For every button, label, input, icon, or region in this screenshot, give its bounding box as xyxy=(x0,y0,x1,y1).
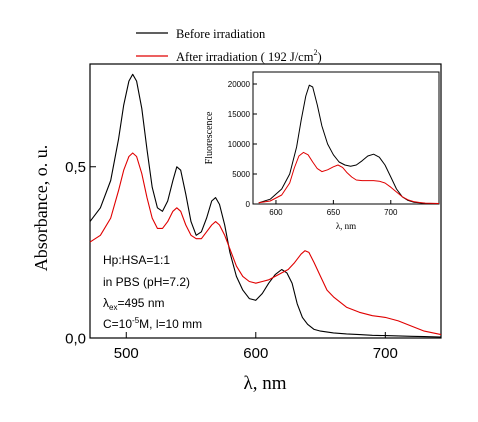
inset-y-tick-label: 15000 xyxy=(228,110,251,119)
main-x-ticks: 500 600 700 xyxy=(114,332,398,362)
main-plot: 500 600 700 0,0 0,5 λ, nm Absorbance, o. u.… xyxy=(31,63,442,394)
inset-x-tick-label: 650 xyxy=(327,208,341,217)
main-series xyxy=(89,73,442,338)
legend-label-before: Before irradiation xyxy=(176,27,266,41)
legend-label-after: After irradiation ( 192 J/cm2) xyxy=(176,48,322,64)
main-series-before xyxy=(89,73,442,338)
inset-plot-frame xyxy=(252,71,440,205)
annotation: Hp:HSA=1:1 in PBS (pH=7.2) λex=495 nm C=… xyxy=(103,253,202,331)
main-x-tick-label: 600 xyxy=(243,345,268,362)
inset-y-axis-label: Fluorescence xyxy=(204,111,215,164)
legend: Before irradiation After irradiation ( 1… xyxy=(136,27,322,64)
inset-x-tick-label: 600 xyxy=(269,208,283,217)
inset-x-axis-label: λ, nm xyxy=(336,221,356,231)
main-y-tick-label: 0,5 xyxy=(65,159,86,176)
inset-y-tick-label: 0 xyxy=(246,200,251,209)
inset-x-ticks: 600 650 700 xyxy=(269,200,398,217)
main-y-tick-label: 0,0 xyxy=(65,330,86,347)
main-plot-frame xyxy=(89,63,442,339)
inset-plot: 600 650 700 0 5000 10000 15000 20000 λ, nm Flu… xyxy=(204,71,440,231)
annotation-ratio: Hp:HSA=1:1 xyxy=(103,253,170,267)
inset-y-tick-label: 5000 xyxy=(232,170,250,179)
main-x-axis-label: λ, nm xyxy=(244,373,287,394)
inset-x-tick-label: 700 xyxy=(384,208,398,217)
main-y-ticks: 0,0 0,5 xyxy=(65,159,96,347)
inset-y-tick-label: 10000 xyxy=(228,140,251,149)
annotation-buffer: in PBS (pH=7.2) xyxy=(103,275,190,289)
main-x-tick-label: 500 xyxy=(114,345,139,362)
annotation-excitation: λex=495 nm xyxy=(103,296,165,312)
main-series-after xyxy=(89,152,442,336)
main-x-tick-label: 700 xyxy=(373,345,398,362)
inset-y-tick-label: 20000 xyxy=(228,80,251,89)
main-y-axis-label: Absorbance, o. u. xyxy=(31,145,51,271)
inset-y-ticks: 0 5000 10000 15000 20000 xyxy=(228,80,257,209)
inset-series-after xyxy=(258,151,440,204)
inset-series xyxy=(258,84,440,205)
annotation-concentration: C=10-5M, l=10 mm xyxy=(103,316,202,331)
